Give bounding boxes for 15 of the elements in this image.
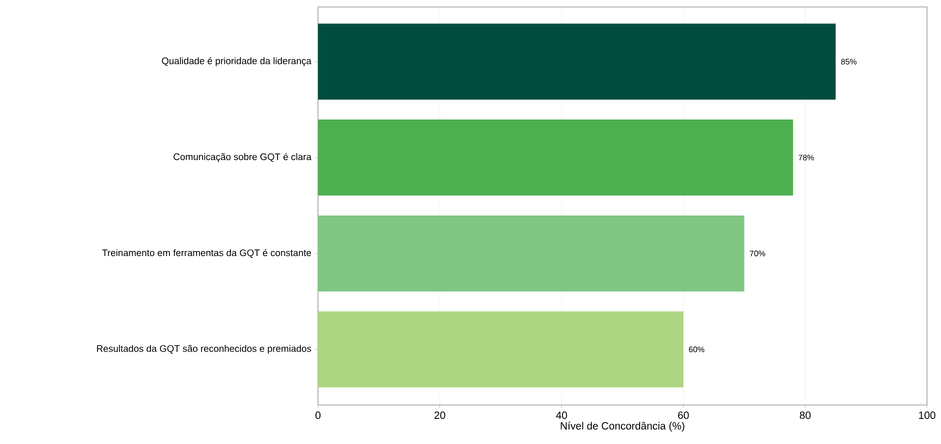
- bar: [318, 24, 836, 100]
- y-tick-label: Treinamento em ferramentas da GQT é constante: [102, 249, 312, 258]
- x-tick-label: 100: [919, 412, 936, 419]
- x-tick-label: 0: [316, 412, 321, 419]
- y-tick-label: Comunicação sobre GQT é clara: [174, 153, 312, 162]
- x-tick-label: 80: [800, 412, 811, 419]
- y-tick-label: Resultados da GQT são reconhecidos e premiados: [97, 344, 312, 354]
- x-tick-label: 60: [678, 412, 689, 419]
- x-axis-title: Nível de Concordância (%): [560, 422, 684, 432]
- x-tick-label: 20: [434, 412, 446, 419]
- bar: [318, 120, 794, 196]
- bar: [318, 215, 744, 292]
- x-tick-label: 40: [556, 412, 568, 419]
- y-tick-label: Qualidade é prioridade da liderança: [162, 57, 312, 66]
- bar: [318, 311, 684, 388]
